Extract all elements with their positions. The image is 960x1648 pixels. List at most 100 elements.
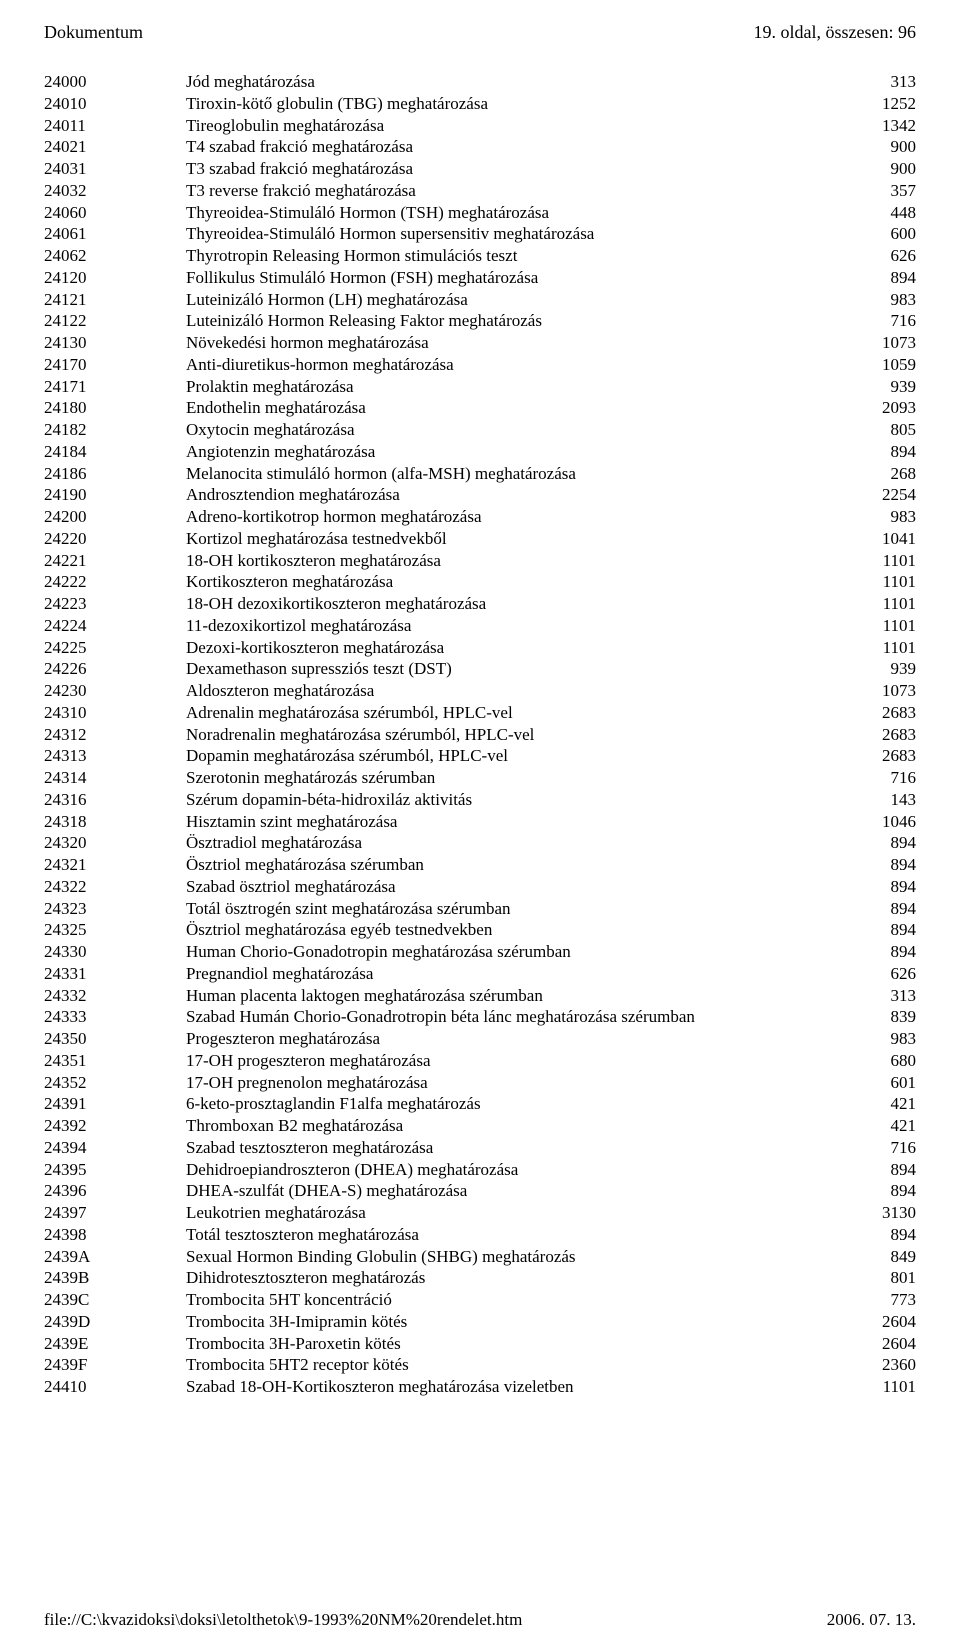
row-code: 24000: [44, 71, 186, 93]
row-description: Anti-diuretikus-hormon meghatározása: [186, 354, 856, 376]
row-description: Kortikoszteron meghatározása: [186, 571, 856, 593]
row-description: Dihidrotesztoszteron meghatározás: [186, 1267, 856, 1289]
row-code: 24394: [44, 1137, 186, 1159]
row-description: Szabad Humán Chorio-Gonadrotropin béta l…: [186, 1006, 856, 1028]
table-row: 2435217-OH pregnenolon meghatározása601: [44, 1072, 916, 1094]
row-value: 1101: [856, 550, 916, 572]
row-value: 1059: [856, 354, 916, 376]
row-value: 894: [856, 1180, 916, 1202]
row-description: Human Chorio-Gonadotropin meghatározása …: [186, 941, 856, 963]
table-row: 24323Totál ösztrogén szint meghatározása…: [44, 898, 916, 920]
row-description: Aldoszteron meghatározása: [186, 680, 856, 702]
row-value: 900: [856, 158, 916, 180]
row-code: 24230: [44, 680, 186, 702]
row-value: 894: [856, 832, 916, 854]
table-row: 24010Tiroxin-kötő globulin (TBG) meghatá…: [44, 93, 916, 115]
table-row: 24011Tireoglobulin meghatározása1342: [44, 115, 916, 137]
row-code: 24223: [44, 593, 186, 615]
row-code: 24220: [44, 528, 186, 550]
row-description: Thromboxan B2 meghatározása: [186, 1115, 856, 1137]
row-description: Trombocita 3H-Imipramin kötés: [186, 1311, 856, 1333]
row-value: 1101: [856, 637, 916, 659]
table-row: 24394Szabad tesztoszteron meghatározása7…: [44, 1137, 916, 1159]
row-description: T3 szabad frakció meghatározása: [186, 158, 856, 180]
row-description: Prolaktin meghatározása: [186, 376, 856, 398]
table-row: 2422118-OH kortikoszteron meghatározása1…: [44, 550, 916, 572]
row-code: 24331: [44, 963, 186, 985]
row-code: 24186: [44, 463, 186, 485]
table-row: 24170Anti-diuretikus-hormon meghatározás…: [44, 354, 916, 376]
row-code: 2439B: [44, 1267, 186, 1289]
row-code: 24060: [44, 202, 186, 224]
table-row: 24316Szérum dopamin-béta-hidroxiláz akti…: [44, 789, 916, 811]
table-row: 24333Szabad Humán Chorio-Gonadrotropin b…: [44, 1006, 916, 1028]
table-row: 2439CTrombocita 5HT koncentráció773: [44, 1289, 916, 1311]
row-description: Trombocita 5HT2 receptor kötés: [186, 1354, 856, 1376]
table-row: 24031T3 szabad frakció meghatározása900: [44, 158, 916, 180]
table-row: 24171Prolaktin meghatározása939: [44, 376, 916, 398]
row-code: 24122: [44, 310, 186, 332]
row-code: 24391: [44, 1093, 186, 1115]
row-description: Luteinizáló Hormon Releasing Faktor megh…: [186, 310, 856, 332]
row-value: 448: [856, 202, 916, 224]
row-description: Dezoxi-kortikoszteron meghatározása: [186, 637, 856, 659]
row-code: 24352: [44, 1072, 186, 1094]
table-row: 24331Pregnandiol meghatározása626: [44, 963, 916, 985]
row-value: 983: [856, 289, 916, 311]
table-row: 24230Aldoszteron meghatározása1073: [44, 680, 916, 702]
row-code: 24395: [44, 1159, 186, 1181]
row-code: 2439F: [44, 1354, 186, 1376]
row-description: Dopamin meghatározása szérumból, HPLC-ve…: [186, 745, 856, 767]
table-row: 24122Luteinizáló Hormon Releasing Faktor…: [44, 310, 916, 332]
row-code: 24396: [44, 1180, 186, 1202]
table-row: 2439BDihidrotesztoszteron meghatározás80…: [44, 1267, 916, 1289]
footer-right: 2006. 07. 13.: [827, 1610, 916, 1630]
row-description: Szabad 18-OH-Kortikoszteron meghatározás…: [186, 1376, 856, 1398]
table-row: 24321Ösztriol meghatározása szérumban894: [44, 854, 916, 876]
row-value: 313: [856, 985, 916, 1007]
row-description: Endothelin meghatározása: [186, 397, 856, 419]
row-value: 1101: [856, 1376, 916, 1398]
row-code: 24221: [44, 550, 186, 572]
row-value: 626: [856, 245, 916, 267]
table-row: 24397Leukotrien meghatározása3130: [44, 1202, 916, 1224]
row-description: 17-OH pregnenolon meghatározása: [186, 1072, 856, 1094]
row-value: 894: [856, 919, 916, 941]
table-row: 24325Ösztriol meghatározása egyéb testne…: [44, 919, 916, 941]
row-value: 983: [856, 1028, 916, 1050]
row-value: 894: [856, 854, 916, 876]
header-left: Dokumentum: [44, 22, 143, 43]
row-description: Szérum dopamin-béta-hidroxiláz aktivitás: [186, 789, 856, 811]
row-code: 24351: [44, 1050, 186, 1072]
footer-left: file://C:\kvazidoksi\doksi\letolthetok\9…: [44, 1610, 522, 1630]
page-header: Dokumentum 19. oldal, összesen: 96: [44, 22, 916, 43]
row-value: 2683: [856, 724, 916, 746]
row-description: 17-OH progeszteron meghatározása: [186, 1050, 856, 1072]
row-value: 313: [856, 71, 916, 93]
row-value: 716: [856, 767, 916, 789]
table-row: 24184Angiotenzin meghatározása894: [44, 441, 916, 463]
table-row: 24310Adrenalin meghatározása szérumból, …: [44, 702, 916, 724]
row-description: Növekedési hormon meghatározása: [186, 332, 856, 354]
row-description: Follikulus Stimuláló Hormon (FSH) meghat…: [186, 267, 856, 289]
row-description: T4 szabad frakció meghatározása: [186, 136, 856, 158]
table-row: 24396DHEA-szulfát (DHEA-S) meghatározása…: [44, 1180, 916, 1202]
row-code: 24184: [44, 441, 186, 463]
row-description: Melanocita stimuláló hormon (alfa-MSH) m…: [186, 463, 856, 485]
table-row: 24312Noradrenalin meghatározása szérumbó…: [44, 724, 916, 746]
row-description: Totál ösztrogén szint meghatározása szér…: [186, 898, 856, 920]
row-code: 24333: [44, 1006, 186, 1028]
table-row: 2439ETrombocita 3H-Paroxetin kötés2604: [44, 1333, 916, 1355]
row-value: 894: [856, 1159, 916, 1181]
row-code: 24182: [44, 419, 186, 441]
row-code: 24180: [44, 397, 186, 419]
row-description: 18-OH kortikoszteron meghatározása: [186, 550, 856, 572]
row-code: 24410: [44, 1376, 186, 1398]
table-row: 24120Follikulus Stimuláló Hormon (FSH) m…: [44, 267, 916, 289]
table-row: 24222Kortikoszteron meghatározása1101: [44, 571, 916, 593]
row-code: 24322: [44, 876, 186, 898]
table-row: 24226Dexamethason supressziós teszt (DST…: [44, 658, 916, 680]
row-value: 1101: [856, 615, 916, 637]
row-code: 24312: [44, 724, 186, 746]
row-description: 11-dezoxikortizol meghatározása: [186, 615, 856, 637]
